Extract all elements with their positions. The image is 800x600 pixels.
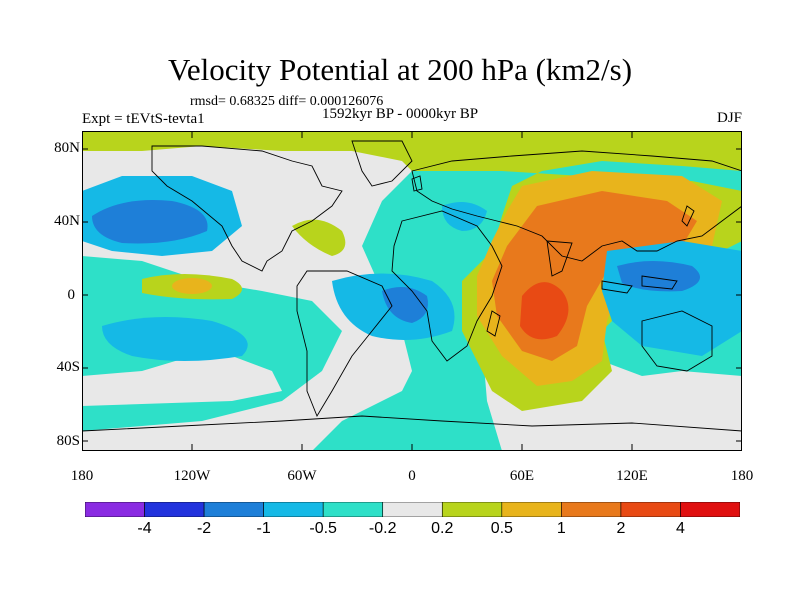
colorbar-swatch: [620, 502, 681, 517]
lon-label-0: 0: [408, 468, 416, 484]
field-neg-moderate-pacific: [92, 200, 208, 244]
colorbar-label: -4: [137, 520, 152, 537]
lon-label-180w: 180: [70, 468, 94, 484]
velocity-potential-map: [82, 131, 742, 451]
colorbar-swatch: [441, 502, 503, 517]
field-pos-very-strong: [520, 282, 569, 340]
colorbar-label: -0.2: [368, 520, 397, 537]
colorbar-swatch: [680, 502, 740, 517]
season-label: DJF: [716, 110, 742, 126]
colorbar-label: 2: [616, 520, 626, 537]
colorbar-label: 1: [556, 520, 566, 537]
field-neutral-south: [82, 356, 282, 406]
period-label: 1592kyr BP - 0000kyr BP: [322, 106, 479, 122]
colorbar-swatch: [203, 502, 264, 517]
field-neg-weak-south-pacific: [102, 317, 248, 361]
map-title: Velocity Potential at 200 hPa (km2/s): [167, 52, 633, 87]
colorbar-swatch: [263, 502, 324, 517]
experiment-label: Expt = tEVtS-tevta1: [82, 111, 205, 127]
lon-label-180e: 180: [730, 468, 754, 484]
coastlines: [82, 140, 742, 432]
stats-text: rmsd= 0.68325 diff= 0.000126076: [190, 94, 384, 109]
tick-marks: [82, 131, 742, 451]
colorbar-swatch: [144, 502, 205, 517]
colorbar-label: 0.2: [431, 520, 454, 537]
lon-label-120e: 120E: [616, 468, 648, 484]
field-neg-moderate-atlantic: [382, 287, 428, 323]
colorbar-label: 4: [676, 520, 685, 537]
lon-label-60w: 60W: [287, 468, 317, 484]
lon-label-60e: 60E: [509, 468, 535, 484]
lat-label-80s: 80S: [56, 433, 80, 449]
lon-label-120w: 120W: [173, 468, 211, 484]
colorbar-label: -0.5: [309, 520, 337, 537]
colorbar-swatch: [561, 502, 622, 517]
colorbar-label: 0.5: [490, 520, 513, 537]
colorbar-label: -1: [256, 520, 271, 537]
colorbar-swatch: [322, 502, 384, 517]
field-neg-moderate-maritime: [617, 261, 700, 292]
field-pos-moderate-pacific: [172, 278, 212, 294]
colorbar: [85, 502, 740, 517]
lat-label-40n: 40N: [54, 213, 80, 229]
lat-label-0: 0: [67, 287, 76, 303]
lat-label-40s: 40S: [56, 359, 80, 375]
lat-label-80n: 80N: [54, 140, 80, 156]
colorbar-swatch: [85, 502, 145, 517]
colorbar-swatch: [501, 502, 562, 517]
colorbar-label: -2: [196, 520, 212, 537]
field-pos-weak-atlantic: [292, 219, 346, 256]
colorbar-swatch: [382, 502, 443, 517]
